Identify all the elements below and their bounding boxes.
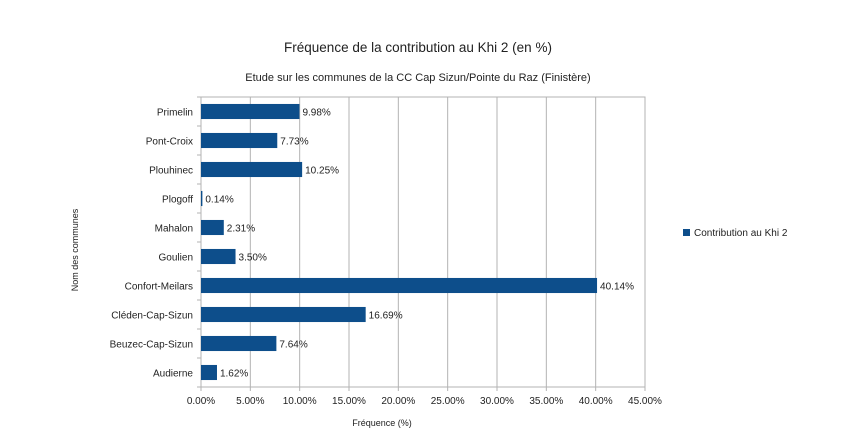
data-label: 2.31%	[227, 224, 255, 235]
bar-audierne	[201, 364, 217, 381]
y-tick-label: Primelin	[157, 108, 193, 119]
legend-swatch	[683, 229, 690, 236]
bar-cl-den-cap-sizun	[201, 306, 366, 323]
y-tick-label: Mahalon	[155, 224, 193, 235]
bar-confort-meilars	[201, 277, 598, 294]
y-tick-label: Beuzec-Cap-Sizun	[110, 340, 193, 351]
y-tick-label: Goulien	[159, 253, 193, 264]
bar-pont-croix	[201, 132, 278, 149]
x-tick-label: 0.00%	[187, 396, 215, 407]
x-tick-label: 30.00%	[480, 396, 514, 407]
x-axis-title: Fréquence (%)	[352, 418, 412, 428]
data-label: 9.98%	[302, 108, 330, 119]
data-label: 1.62%	[220, 369, 248, 380]
data-labels: 9.98% 7.73% 10.25% 0.14% 2.31% 3.50% 40.14% 16.…	[205, 108, 634, 380]
y-tick-label: Cléden-Cap-Sizun	[111, 311, 193, 322]
x-tick-label: 45.00%	[628, 396, 662, 407]
y-tick-label: Confort-Meilars	[125, 282, 193, 293]
bars	[201, 103, 598, 381]
x-tick-label: 15.00%	[332, 396, 366, 407]
x-tick-label: 25.00%	[431, 396, 465, 407]
bar-primelin	[201, 103, 300, 120]
x-tick-label: 5.00%	[236, 396, 264, 407]
data-label: 0.14%	[205, 195, 233, 206]
x-tick-label: 10.00%	[283, 396, 317, 407]
x-tick-label: 35.00%	[529, 396, 563, 407]
data-label: 7.64%	[279, 340, 307, 351]
y-axis-title: Nom des communes	[70, 208, 80, 291]
chart-title: Fréquence de la contribution au Khi 2 (e…	[284, 40, 552, 55]
y-tick-label: Plouhinec	[149, 166, 193, 177]
bar-plogoff	[201, 190, 203, 207]
grid-lines	[197, 96, 646, 391]
data-label: 3.50%	[239, 253, 267, 264]
legend-label: Contribution au Khi 2	[694, 228, 788, 239]
data-label: 7.73%	[280, 137, 308, 148]
chart-subtitle: Etude sur les communes de la CC Cap Sizu…	[245, 72, 590, 84]
data-label: 16.69%	[369, 311, 403, 322]
x-tick-label: 40.00%	[579, 396, 613, 407]
x-tick-label: 20.00%	[381, 396, 415, 407]
data-label: 40.14%	[600, 282, 634, 293]
legend: Contribution au Khi 2	[683, 228, 788, 239]
bar-mahalon	[201, 219, 224, 236]
bar-goulien	[201, 248, 236, 265]
data-label: 10.25%	[305, 166, 339, 177]
bar-plouhinec	[201, 161, 303, 178]
y-tick-label: Audierne	[153, 369, 193, 380]
y-tick-label: Pont-Croix	[146, 137, 193, 148]
bar-beuzec-cap-sizun	[201, 335, 277, 352]
y-tick-label: Plogoff	[162, 195, 193, 206]
x-tick-labels: 0.00% 5.00% 10.00% 15.00% 20.00% 25.00% 30.00%…	[187, 396, 662, 407]
y-tick-labels: Primelin Pont-Croix Plouhinec Plogoff Mahalo…	[110, 108, 194, 380]
